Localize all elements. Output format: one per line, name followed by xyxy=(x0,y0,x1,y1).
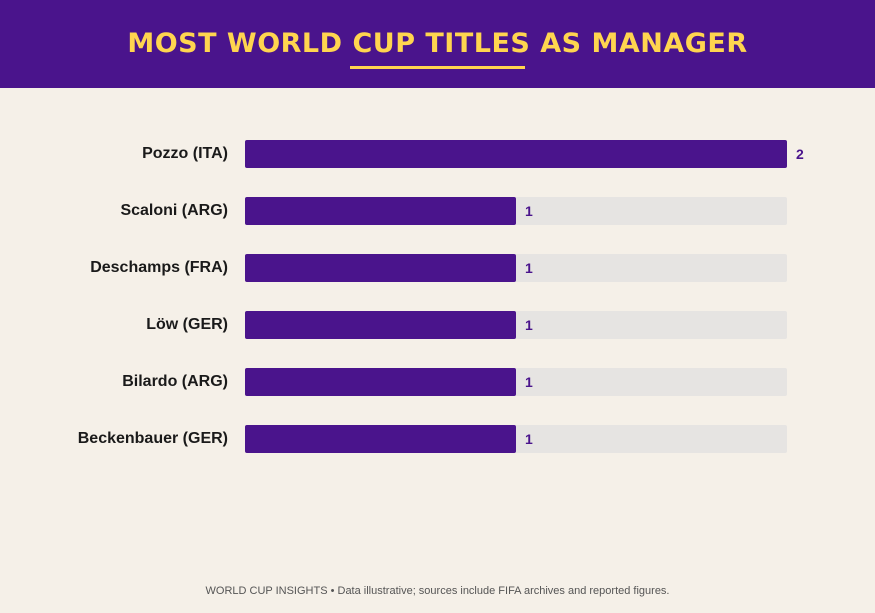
category-label: Deschamps (FRA) xyxy=(90,259,228,276)
value-label: 1 xyxy=(525,317,533,333)
category-label: Beckenbauer (GER) xyxy=(77,430,228,447)
category-label: Löw (GER) xyxy=(146,316,228,333)
value-label: 1 xyxy=(525,374,533,390)
bar-chart: Pozzo (ITA) 2 Scaloni (ARG) 1 Deschamps (FRA… xyxy=(0,88,875,538)
category-label: Scaloni (ARG) xyxy=(120,202,228,219)
category-label: Pozzo (ITA) xyxy=(142,145,228,162)
value-label: 1 xyxy=(525,260,533,276)
value-label: 1 xyxy=(525,431,533,447)
header-banner: MOST WORLD CUP TITLES AS MANAGER xyxy=(0,0,875,88)
bar xyxy=(245,425,516,453)
chart-title: MOST WORLD CUP TITLES AS MANAGER xyxy=(127,28,748,59)
bar xyxy=(245,368,516,396)
bar xyxy=(245,254,516,282)
value-label: 2 xyxy=(796,146,804,162)
bar xyxy=(245,197,516,225)
category-label: Bilardo (ARG) xyxy=(122,373,228,390)
footer-note: WORLD CUP INSIGHTS • Data illustrative; … xyxy=(205,585,670,597)
value-label: 1 xyxy=(525,203,533,219)
title-underline xyxy=(350,66,525,69)
bar xyxy=(245,140,787,168)
bar xyxy=(245,311,516,339)
